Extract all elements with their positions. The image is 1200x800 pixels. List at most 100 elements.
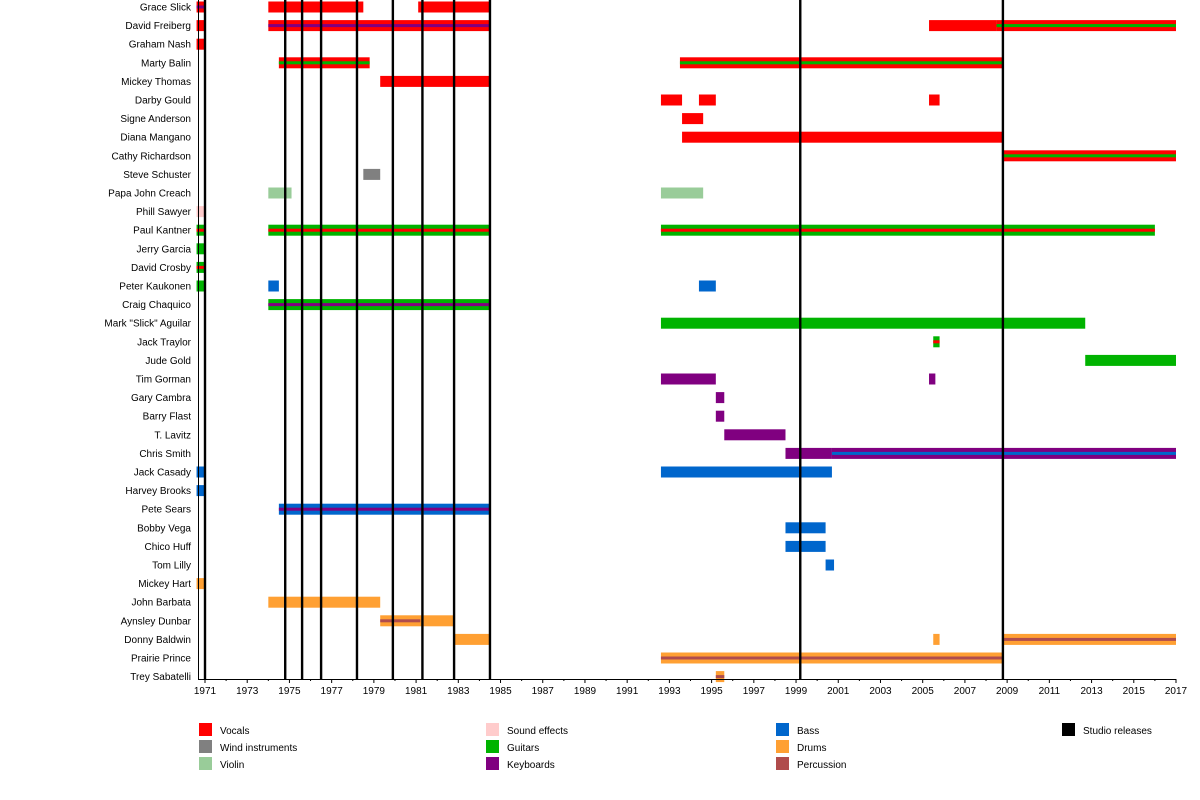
member-label-grace-slick: Grace Slick	[140, 3, 192, 14]
member-bar-mickey-thomas-1	[380, 76, 490, 87]
member-bar-diana-mangano-1	[682, 132, 1003, 143]
member-bar-donny-baldwin-1	[454, 634, 490, 645]
x-tick-label-2011: 2011	[1039, 686, 1061, 697]
member-label-paul-kantner: Paul Kantner	[133, 226, 191, 237]
member-bar-harvey-brooks-1	[197, 485, 205, 496]
member-bar-barry-flast-1	[716, 411, 724, 422]
legend-swatch-wind-instruments	[199, 740, 212, 753]
member-label-marty-balin: Marty Balin	[141, 58, 191, 69]
member-bar-tim-gorman-2	[929, 374, 935, 385]
legend-label-sound-effects: Sound effects	[507, 726, 568, 737]
x-tick-label-1989: 1989	[574, 686, 597, 697]
member-bar-jack-casady-2	[661, 467, 832, 478]
legend-swatch-studio-releases	[1062, 723, 1075, 736]
x-tick-label-1977: 1977	[321, 686, 344, 697]
x-tick-label-2015: 2015	[1123, 686, 1146, 697]
legend-swatch-violin	[199, 757, 212, 770]
legend-swatch-bass	[776, 723, 789, 736]
member-label-diana-mangano: Diana Mangano	[120, 133, 191, 144]
x-tick-label-2005: 2005	[912, 686, 935, 697]
member-bar-signe-anderson-1	[682, 113, 703, 124]
member-bar-tim-gorman-1	[661, 374, 716, 385]
member-bar-inner-grace-slick-1	[197, 6, 205, 9]
member-label-tim-gorman: Tim Gorman	[136, 375, 191, 386]
x-tick-label-2007: 2007	[954, 686, 977, 697]
legend-swatch-percussion	[776, 757, 789, 770]
legend-label-bass: Bass	[797, 726, 819, 737]
member-bar-darby-gould-2	[699, 95, 716, 106]
member-bar-peter-kaukonen-2	[268, 281, 279, 292]
member-bar-david-freiberg-1	[197, 20, 205, 31]
x-tick-label-2001: 2001	[827, 686, 850, 697]
legend-label-wind-instruments: Wind instruments	[220, 743, 297, 754]
member-label-trey-sabatelli: Trey Sabatelli	[130, 672, 191, 683]
member-bar-inner-trey-sabatelli-1	[716, 675, 724, 678]
member-label-signe-anderson: Signe Anderson	[120, 114, 191, 125]
legend-label-violin: Violin	[220, 760, 244, 771]
member-label-phill-sawyer: Phill Sawyer	[136, 207, 192, 218]
member-label-darby-gould: Darby Gould	[135, 96, 191, 107]
member-label-peter-kaukonen: Peter Kaukonen	[119, 282, 191, 293]
x-tick-label-2003: 2003	[869, 686, 892, 697]
member-bars	[197, 2, 1176, 683]
member-bar-jerry-garcia-1	[197, 243, 205, 254]
x-tick-label-1993: 1993	[658, 686, 681, 697]
member-label-david-freiberg: David Freiberg	[125, 21, 191, 32]
studio-release-lines	[205, 0, 1003, 679]
legend: Vocals Wind instruments Violin Sound effect…	[199, 723, 1152, 771]
member-label-mark-slick-aguilar: Mark "Slick" Aguilar	[104, 319, 191, 330]
member-bar-mark-slick-aguilar-1	[661, 318, 1085, 329]
member-label-jerry-garcia: Jerry Garcia	[137, 244, 192, 255]
member-bar-phill-sawyer-1	[197, 206, 205, 217]
member-labels: Grace Slick David Freiberg Graham Nash Mart…	[104, 3, 192, 684]
x-axis: 1971 1973 1975 1977 1979 1981 1983 1985 1987 1989…	[194, 0, 1188, 697]
member-label-david-crosby: David Crosby	[131, 263, 191, 274]
member-bar-papa-john-creach-1	[268, 188, 291, 199]
member-bar-inner-donny-baldwin-3	[1003, 638, 1176, 641]
member-label-john-barbata: John Barbata	[132, 598, 192, 609]
member-label-tom-lilly: Tom Lilly	[152, 561, 191, 572]
member-bar-darby-gould-1	[661, 95, 682, 106]
x-tick-label-2009: 2009	[996, 686, 1019, 697]
x-tick-label-1997: 1997	[743, 686, 766, 697]
member-label-harvey-brooks: Harvey Brooks	[125, 486, 191, 497]
legend-swatch-vocals	[199, 723, 212, 736]
legend-swatch-sound-effects	[486, 723, 499, 736]
legend-label-drums: Drums	[797, 743, 826, 754]
x-tick-label-1981: 1981	[405, 686, 428, 697]
member-label-prairie-prince: Prairie Prince	[131, 654, 191, 665]
member-bar-grace-slick-2	[268, 2, 363, 13]
x-tick-label-1975: 1975	[278, 686, 301, 697]
member-label-chris-smith: Chris Smith	[139, 449, 191, 460]
member-label-donny-baldwin: Donny Baldwin	[124, 635, 191, 646]
x-tick-label-1979: 1979	[363, 686, 386, 697]
member-bar-jude-gold-1	[1085, 355, 1176, 366]
member-label-gary-cambra: Gary Cambra	[131, 393, 191, 404]
member-bar-steve-schuster-1	[363, 169, 380, 180]
member-bar-inner-jack-traylor-1	[933, 340, 939, 343]
legend-swatch-drums	[776, 740, 789, 753]
member-label-steve-schuster: Steve Schuster	[123, 170, 191, 181]
member-bar-peter-kaukonen-3	[699, 281, 716, 292]
member-bar-t-lavitz-1	[724, 429, 785, 440]
x-tick-label-1971: 1971	[194, 686, 217, 697]
legend-label-percussion: Percussion	[797, 760, 846, 771]
member-bar-donny-baldwin-2	[933, 634, 939, 645]
member-label-mickey-thomas: Mickey Thomas	[121, 77, 191, 88]
member-label-jude-gold: Jude Gold	[145, 356, 191, 367]
member-label-jack-casady: Jack Casady	[134, 468, 191, 479]
member-bar-graham-nash-1	[197, 39, 205, 50]
member-bar-darby-gould-3	[929, 95, 940, 106]
legend-label-studio-releases: Studio releases	[1083, 726, 1152, 737]
member-bar-bobby-vega-1	[785, 522, 825, 533]
member-label-papa-john-creach: Papa John Creach	[108, 189, 191, 200]
member-bar-inner-david-freiberg-4	[997, 24, 1176, 27]
member-label-jack-traylor: Jack Traylor	[137, 337, 192, 348]
member-bar-mickey-hart-1	[197, 578, 205, 589]
member-bar-inner-paul-kantner-1	[197, 229, 205, 232]
legend-label-keyboards: Keyboards	[507, 760, 555, 771]
member-bar-chico-huff-1	[785, 541, 825, 552]
band-timeline-chart: Grace SlickDavid FreibergGraham NashMart…	[0, 0, 1200, 800]
member-label-mickey-hart: Mickey Hart	[138, 579, 191, 590]
member-label-aynsley-dunbar: Aynsley Dunbar	[121, 616, 192, 627]
